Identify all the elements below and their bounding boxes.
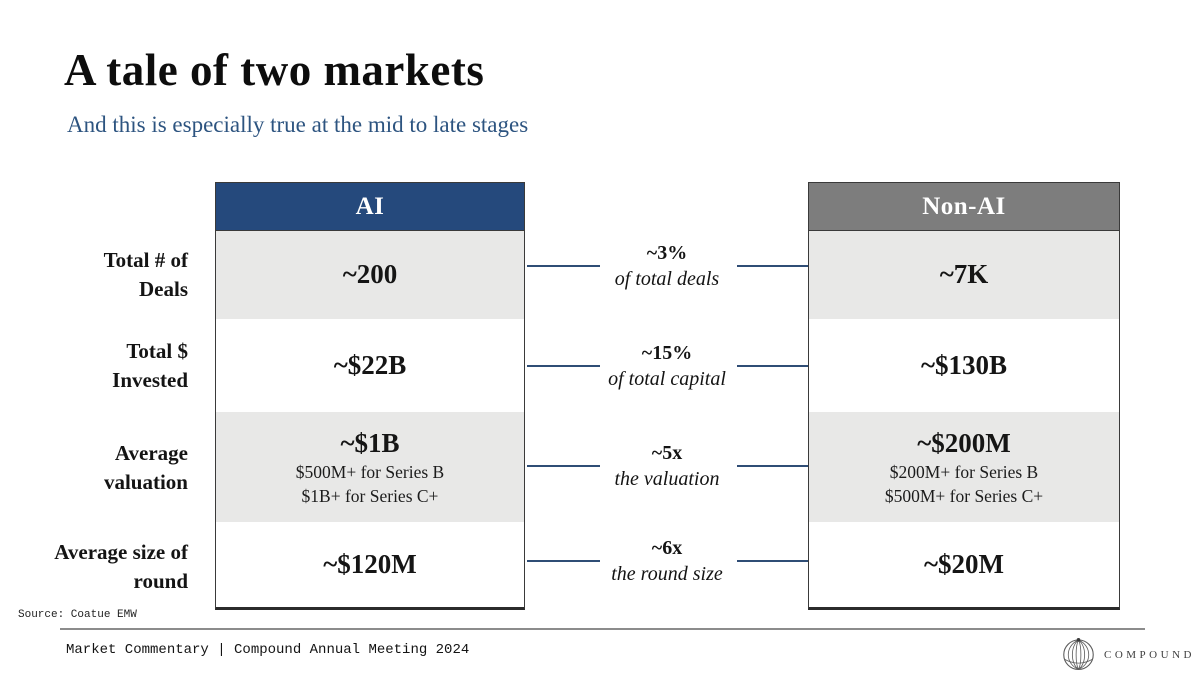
mid-note-caption: the valuation (614, 468, 720, 490)
ai-column: AI ~200 ~$22B ~$1B $500M+ for Series B $… (215, 182, 525, 610)
connector-line (737, 560, 808, 562)
cell-value: ~$200M (917, 428, 1011, 459)
connector-line (527, 265, 600, 267)
non-ai-column-header: Non-AI (809, 183, 1119, 231)
ai-column-header: AI (216, 183, 524, 231)
mid-note-capital: ~15% of total capital (572, 340, 762, 392)
mid-note-caption: of total capital (608, 368, 726, 390)
cell-value: ~200 (342, 259, 398, 290)
connector-line (737, 365, 808, 367)
cell-value: ~7K (939, 259, 989, 290)
ai-cell-total-invested: ~$22B (216, 319, 524, 412)
row-label-line: valuation (103, 469, 188, 494)
non-ai-cell-total-invested: ~$130B (809, 319, 1119, 412)
row-label-average-round-size: Average size of round (0, 523, 188, 610)
compound-logo: COMPOUND (1060, 633, 1200, 675)
mid-note-caption: the round size (611, 563, 723, 585)
non-ai-cell-average-round-size: ~$20M (809, 522, 1119, 607)
footer-text: Market Commentary | Compound Annual Meet… (66, 642, 470, 658)
cell-value: ~$130B (920, 349, 1008, 380)
row-label-line: Deals (139, 276, 188, 301)
mid-note-round-size: ~6x the round size (572, 535, 762, 587)
connector-line (737, 465, 808, 467)
mid-note-value: ~6x (651, 537, 683, 559)
logo-wordmark: COMPOUND (1104, 649, 1195, 661)
cell-value: ~$120M (323, 548, 417, 579)
non-ai-cell-total-deals: ~7K (809, 231, 1119, 319)
source-note: Source: Coatue EMW (18, 609, 137, 621)
connector-line (527, 560, 600, 562)
row-label-line: Total # of (103, 248, 188, 273)
row-label-line: round (133, 568, 188, 593)
ai-cell-total-deals: ~200 (216, 231, 524, 319)
row-label-total-invested: Total $ Invested (0, 319, 188, 412)
row-label-line: Total $ (126, 339, 188, 364)
non-ai-column: Non-AI ~7K ~$130B ~$200M $200M+ for Seri… (808, 182, 1120, 610)
cell-subvalue: $500M+ for Series C+ (884, 485, 1044, 506)
connector-line (527, 465, 600, 467)
mid-note-deals: ~3% of total deals (572, 240, 762, 292)
cell-subvalue: $200M+ for Series B (889, 462, 1039, 483)
connector-line (527, 365, 600, 367)
subtitle: And this is especially true at the mid t… (67, 112, 529, 137)
mid-note-value: ~15% (641, 342, 693, 364)
globe-icon (1060, 632, 1097, 675)
cell-subvalue: $500M+ for Series B (295, 462, 445, 483)
mid-note-valuation: ~5x the valuation (572, 440, 762, 492)
footer-divider (60, 628, 1145, 630)
cell-value: ~$1B (340, 428, 400, 459)
row-label-total-deals: Total # of Deals (0, 230, 188, 319)
cell-subvalue: $1B+ for Series C+ (301, 485, 439, 506)
mid-note-caption: of total deals (614, 268, 720, 290)
row-label-line: Average size of (54, 540, 188, 565)
ai-cell-average-round-size: ~$120M (216, 522, 524, 607)
connector-line (737, 265, 808, 267)
non-ai-cell-average-valuation: ~$200M $200M+ for Series B $500M+ for Se… (809, 412, 1119, 522)
mid-note-value: ~5x (651, 442, 683, 464)
page-title: A tale of two markets (64, 45, 485, 95)
mid-note-value: ~3% (646, 242, 688, 264)
cell-value: ~$20M (923, 548, 1005, 579)
row-label-line: Average (114, 441, 188, 466)
row-label-line: Invested (112, 367, 188, 392)
row-label-average-valuation: Average valuation (0, 412, 188, 523)
cell-value: ~$22B (333, 349, 407, 380)
ai-cell-average-valuation: ~$1B $500M+ for Series B $1B+ for Series… (216, 412, 524, 522)
